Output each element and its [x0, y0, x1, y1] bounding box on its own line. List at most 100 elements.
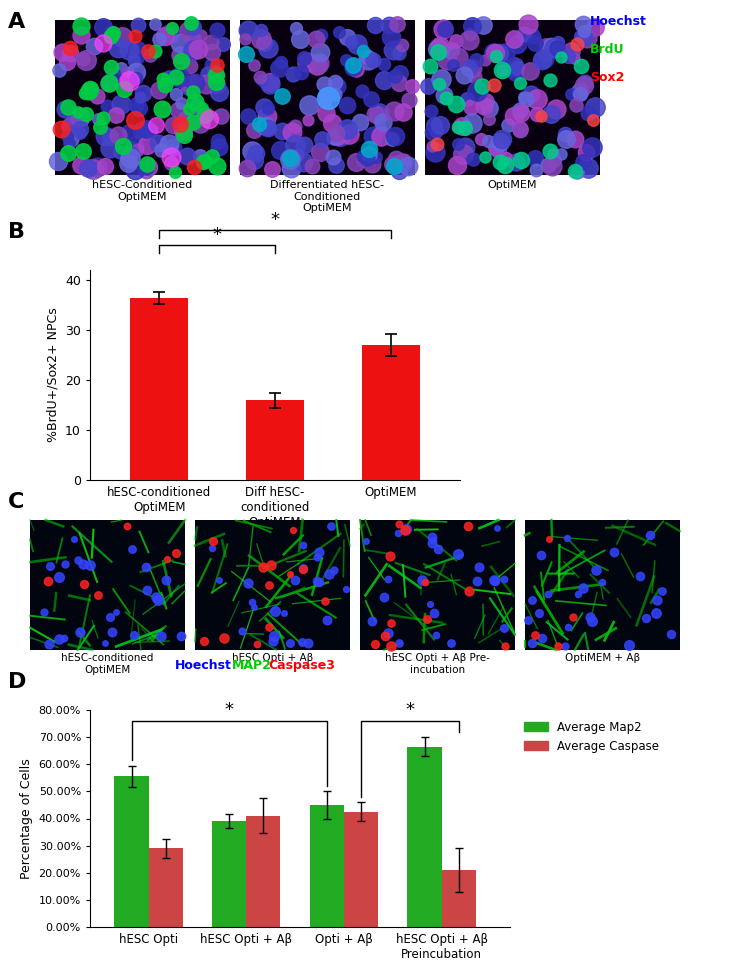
Point	[425, 104, 437, 119]
Point	[133, 17, 144, 32]
Point	[180, 149, 192, 164]
Point	[577, 154, 589, 170]
Bar	[425, 20, 600, 175]
Point	[131, 142, 143, 157]
Point	[141, 137, 152, 152]
Point	[452, 119, 464, 135]
Point	[62, 128, 73, 144]
Point	[624, 638, 636, 654]
Point	[482, 133, 493, 149]
Point	[262, 101, 274, 116]
Point	[77, 144, 89, 159]
Point	[91, 88, 103, 104]
Point	[565, 44, 577, 60]
Point	[385, 616, 397, 631]
Point	[465, 26, 476, 42]
Point	[175, 96, 187, 111]
Point	[509, 64, 520, 80]
Point	[399, 523, 411, 538]
Point	[128, 53, 139, 68]
Point	[125, 150, 136, 166]
Point	[149, 17, 161, 32]
Point	[103, 75, 114, 91]
Point	[254, 116, 265, 132]
Point	[259, 99, 270, 114]
Point	[248, 57, 259, 72]
Point	[211, 77, 223, 93]
Text: hESC Opti + Aβ: hESC Opti + Aβ	[232, 653, 313, 663]
Point	[75, 157, 86, 173]
Point	[202, 66, 214, 82]
Point	[184, 58, 196, 73]
Point	[467, 150, 479, 166]
Point	[63, 135, 75, 150]
Point	[276, 54, 287, 69]
Point	[499, 157, 511, 173]
Point	[243, 22, 254, 38]
Point	[106, 60, 117, 75]
Point	[274, 142, 286, 157]
Point	[207, 533, 218, 549]
Point	[133, 101, 144, 116]
Point	[427, 532, 439, 548]
Point	[163, 136, 175, 151]
Point	[383, 17, 394, 32]
Point	[650, 605, 662, 620]
Point	[74, 109, 86, 125]
Point	[130, 112, 141, 128]
Point	[499, 45, 511, 61]
Point	[452, 49, 464, 64]
Point	[462, 518, 474, 533]
Point	[494, 135, 506, 150]
Point	[342, 121, 353, 137]
Point	[539, 37, 551, 53]
Point	[354, 113, 366, 129]
Point	[124, 123, 136, 139]
Point	[347, 58, 358, 73]
Point	[174, 35, 185, 51]
Point	[289, 573, 301, 588]
Point	[211, 158, 223, 174]
Point	[95, 119, 106, 135]
Point	[429, 117, 441, 133]
Point	[251, 636, 263, 652]
Point	[198, 633, 210, 649]
Point	[254, 69, 265, 85]
Point	[169, 545, 181, 561]
Point	[72, 552, 84, 568]
Point	[194, 115, 205, 131]
Point	[356, 153, 368, 169]
Point	[289, 137, 301, 152]
Point	[246, 143, 257, 158]
Point	[430, 123, 442, 139]
Point	[488, 77, 500, 93]
Point	[291, 148, 303, 163]
Bar	[55, 20, 230, 175]
Point	[106, 28, 117, 44]
Point	[556, 146, 567, 161]
Point	[141, 582, 152, 598]
Point	[169, 164, 181, 180]
Point	[571, 36, 583, 52]
Point	[153, 30, 165, 46]
Point	[535, 547, 547, 563]
Point	[334, 129, 345, 145]
Point	[584, 609, 596, 624]
Point	[551, 40, 563, 56]
Point	[331, 78, 342, 94]
Point	[172, 102, 184, 117]
Point	[306, 158, 317, 174]
Point	[124, 147, 136, 162]
Point	[65, 40, 76, 56]
Text: Hoechst: Hoechst	[590, 15, 647, 28]
Point	[243, 575, 254, 591]
Point	[137, 85, 149, 101]
Point	[117, 139, 128, 154]
Point	[114, 145, 125, 160]
Point	[236, 623, 248, 639]
Point	[78, 556, 89, 572]
Point	[422, 78, 434, 94]
Point	[499, 639, 511, 655]
Text: Sox2: Sox2	[590, 71, 625, 84]
Point	[276, 88, 288, 104]
